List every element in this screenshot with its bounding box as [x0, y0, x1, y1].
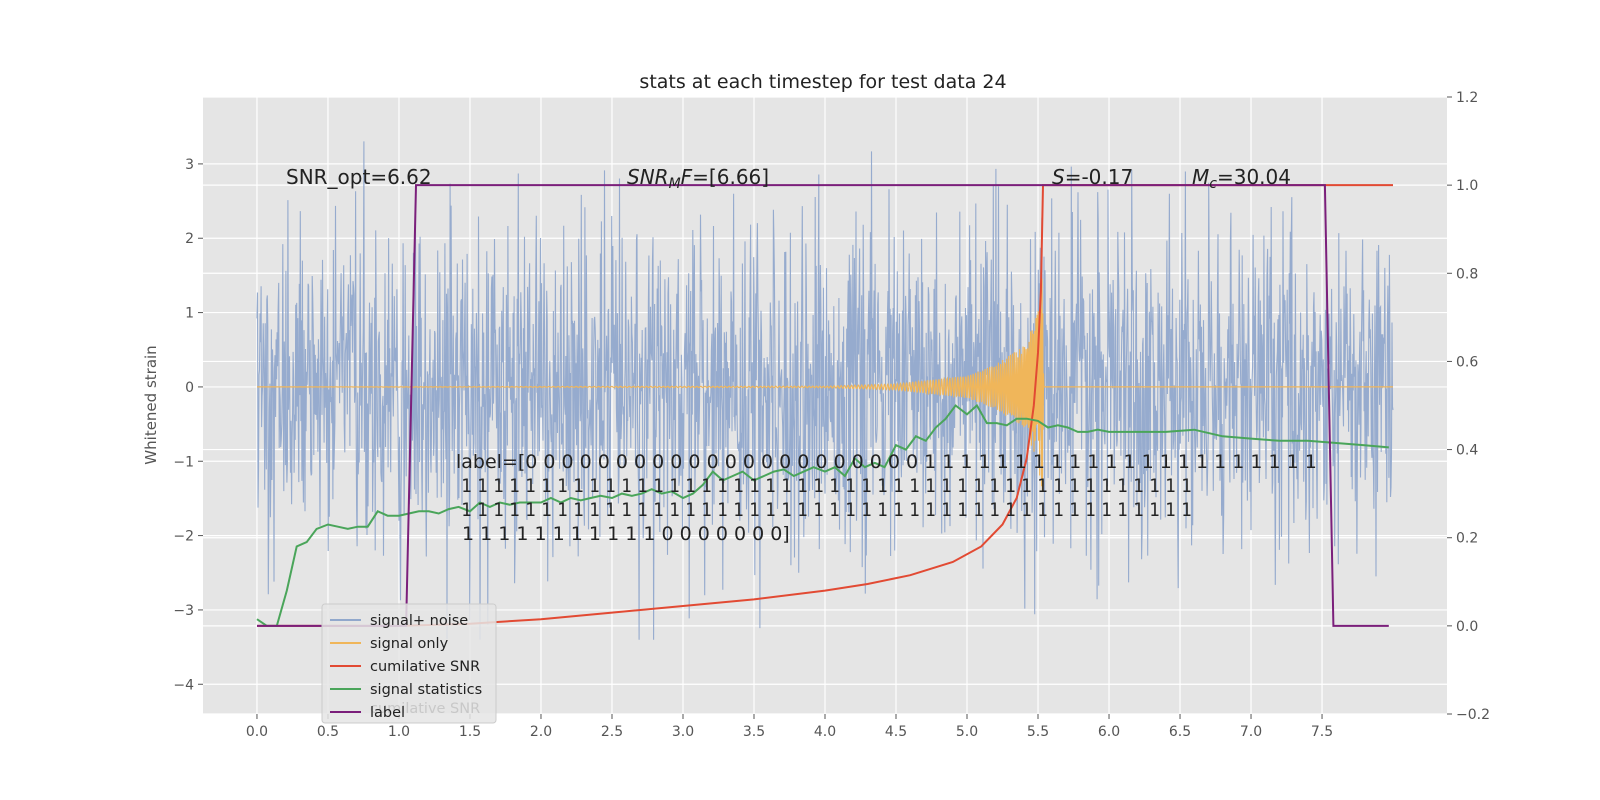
y2-tick-label: 0.2 — [1456, 531, 1478, 547]
series-signal-noise — [256, 141, 1394, 640]
y-axis-label: Whitened strain — [142, 345, 160, 464]
y2-tick-label: 0.8 — [1456, 266, 1478, 282]
x-tick-label: 0.0 — [246, 724, 268, 740]
y2-tick-label: 1.2 — [1456, 90, 1478, 106]
mc-annotation: Mc=30.04 — [1192, 165, 1291, 192]
x-tick-label: 5.5 — [1027, 724, 1049, 740]
x-tick-label: 7.0 — [1240, 724, 1262, 740]
s-value: =-0.17 — [1065, 165, 1134, 189]
y-tick-label: −4 — [173, 677, 194, 693]
y-tick-label: −3 — [173, 603, 194, 619]
snr-mf-subscript: M — [669, 176, 681, 192]
snr-opt-annotation: SNR_opt=6.62 — [286, 165, 432, 189]
axes: 0.0 0.5 1.0 1.5 2.0 2.5 3.0 3.5 4.0 4.5 5.0 5.5 6.0 6… — [173, 90, 1490, 740]
x-tick-label: 1.0 — [388, 724, 410, 740]
label-array-line-2: 1 1 1 1 1 1 1 1 1 1 1 1 1 1 1 1 1 1 1 1 … — [456, 475, 1192, 497]
mc-subscript: c — [1209, 176, 1217, 192]
y-tick-label: 1 — [185, 306, 194, 322]
legend-label: label — [370, 705, 405, 721]
x-tick-label: 3.0 — [672, 724, 694, 740]
y-tick-label: −1 — [173, 454, 194, 470]
snr-mf-value: =[6.66] — [692, 165, 769, 189]
x-tick-label: 1.5 — [459, 724, 481, 740]
y-tick-label: 0 — [185, 380, 194, 396]
x-tick-label: 2.5 — [601, 724, 623, 740]
x-tick-label: 0.5 — [317, 724, 339, 740]
y-tick-label: −2 — [173, 529, 194, 545]
snr-mf-annotation: SNRMF=[6.66] — [627, 165, 769, 192]
mc-value: =30.04 — [1217, 165, 1291, 189]
label-array-line-1: label=[0 0 0 0 0 0 0 0 0 0 0 0 0 0 0 0 0… — [456, 451, 1317, 473]
s-symbol: S — [1052, 165, 1065, 189]
x-tick-label: 4.5 — [885, 724, 907, 740]
x-tick-label: 5.0 — [956, 724, 978, 740]
y-tick-label: 2 — [185, 231, 194, 247]
series-signal-statistics — [256, 403, 1389, 627]
y-tick-label: 3 — [185, 157, 194, 173]
snr-mf-symbol: SNR — [627, 165, 669, 189]
mc-symbol: M — [1192, 165, 1209, 189]
chart-title: stats at each timestep for test data 24 — [639, 71, 1006, 93]
y2-tick-label: 0.4 — [1456, 443, 1478, 459]
legend-label: signal only — [370, 636, 449, 652]
x-tick-label: 6.0 — [1098, 724, 1120, 740]
label-array-line-4: 1 1 1 1 1 1 1 1 1 1 1 0 0 0 0 0 0 0] — [456, 523, 790, 545]
legend-label: cumilative SNR — [370, 659, 480, 675]
x-tick-label: 2.0 — [530, 724, 552, 740]
x-tick-label: 4.0 — [814, 724, 836, 740]
legend-ghost-text: cumilative SNR — [370, 701, 480, 717]
legend-box — [321, 603, 497, 724]
y2-tick-label: 1.0 — [1456, 178, 1478, 194]
x-tick-label: 3.5 — [743, 724, 765, 740]
y2-tick-label: −0.2 — [1456, 707, 1490, 723]
snr-mf-symbol-2: F — [681, 165, 693, 189]
x-tick-label: 7.5 — [1311, 724, 1333, 740]
y2-tick-label: 0.0 — [1456, 619, 1478, 635]
label-array-line-3: 1 1 1 1 1 1 1 1 1 1 1 1 1 1 1 1 1 1 1 1 … — [456, 499, 1192, 521]
y2-tick-label: 0.6 — [1456, 354, 1478, 370]
series-signal-only — [257, 278, 1393, 492]
legend-label: signal statistics — [370, 682, 482, 698]
legend-label: signal+ noise — [370, 613, 468, 629]
legend: cumilative SNR signal+ noise signal only c… — [321, 603, 497, 724]
s-annotation: S=-0.17 — [1052, 165, 1133, 189]
x-tick-label: 6.5 — [1169, 724, 1191, 740]
